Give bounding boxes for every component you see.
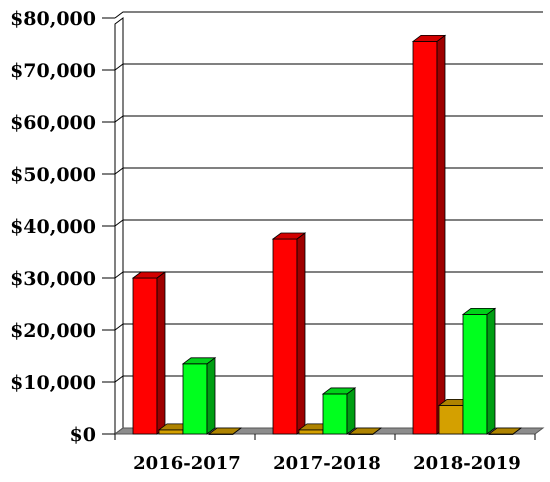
y-tick-label: $60,000 xyxy=(10,112,96,134)
bar xyxy=(461,307,497,435)
y-tick-label: $10,000 xyxy=(10,372,96,394)
bar-side xyxy=(346,387,356,435)
x-tick-label: 2018-2019 xyxy=(413,453,521,474)
y-tick-label: $70,000 xyxy=(10,60,96,82)
bar-front xyxy=(322,393,348,435)
bar-top xyxy=(321,387,357,395)
bar-side xyxy=(486,307,496,435)
gridline xyxy=(114,11,543,19)
gridline xyxy=(114,323,543,331)
bar xyxy=(347,427,383,435)
bars xyxy=(131,34,523,435)
plot-frame xyxy=(114,17,124,435)
bar-side xyxy=(206,356,216,435)
bar-front xyxy=(272,238,298,435)
bar-side xyxy=(436,34,446,435)
y-tick-label: $30,000 xyxy=(10,268,96,290)
bar-top xyxy=(347,427,383,435)
gridline xyxy=(114,167,543,175)
bar-front xyxy=(462,313,488,435)
gridline xyxy=(114,115,543,123)
bar xyxy=(271,232,307,435)
gridline xyxy=(114,375,543,383)
bar-top xyxy=(411,35,447,42)
y-tick-label: $40,000 xyxy=(10,216,96,238)
gridlines xyxy=(114,11,543,383)
gridline xyxy=(114,271,543,279)
bar-front xyxy=(158,429,184,435)
x-axis-ticks: 2016-2017 2017-2018 2018-2019 xyxy=(114,434,536,474)
x-tick-label: 2016-2017 xyxy=(133,453,241,474)
x-tick-label: 2017-2018 xyxy=(273,453,381,474)
bar-side xyxy=(296,232,306,435)
y-tick-label: $50,000 xyxy=(10,164,96,186)
left-wall xyxy=(114,17,124,435)
bar-top xyxy=(271,232,307,240)
bar-front xyxy=(438,404,464,435)
bar xyxy=(411,34,447,435)
y-axis-ticks: $0 $10,000 $20,000 $30,000 $40,000 $50,000 $60… xyxy=(10,8,115,446)
bar xyxy=(131,271,167,435)
bar-top xyxy=(461,307,497,315)
bar xyxy=(207,427,243,435)
bar xyxy=(181,356,217,435)
bar xyxy=(487,427,523,435)
bar-front xyxy=(298,429,324,435)
bar-front xyxy=(412,41,438,435)
y-tick-label: $80,000 xyxy=(10,8,96,30)
bar-top xyxy=(181,357,217,365)
gridline xyxy=(114,219,543,227)
bar-top xyxy=(131,271,167,279)
bar-top xyxy=(487,427,523,435)
gridline xyxy=(114,63,543,71)
bar xyxy=(321,387,357,435)
bar-top xyxy=(207,427,243,435)
y-tick-label: $0 xyxy=(70,424,96,446)
bar-front xyxy=(182,363,208,435)
y-tick-label: $20,000 xyxy=(10,320,96,342)
bar-side xyxy=(156,271,166,435)
bar-front xyxy=(132,277,158,435)
